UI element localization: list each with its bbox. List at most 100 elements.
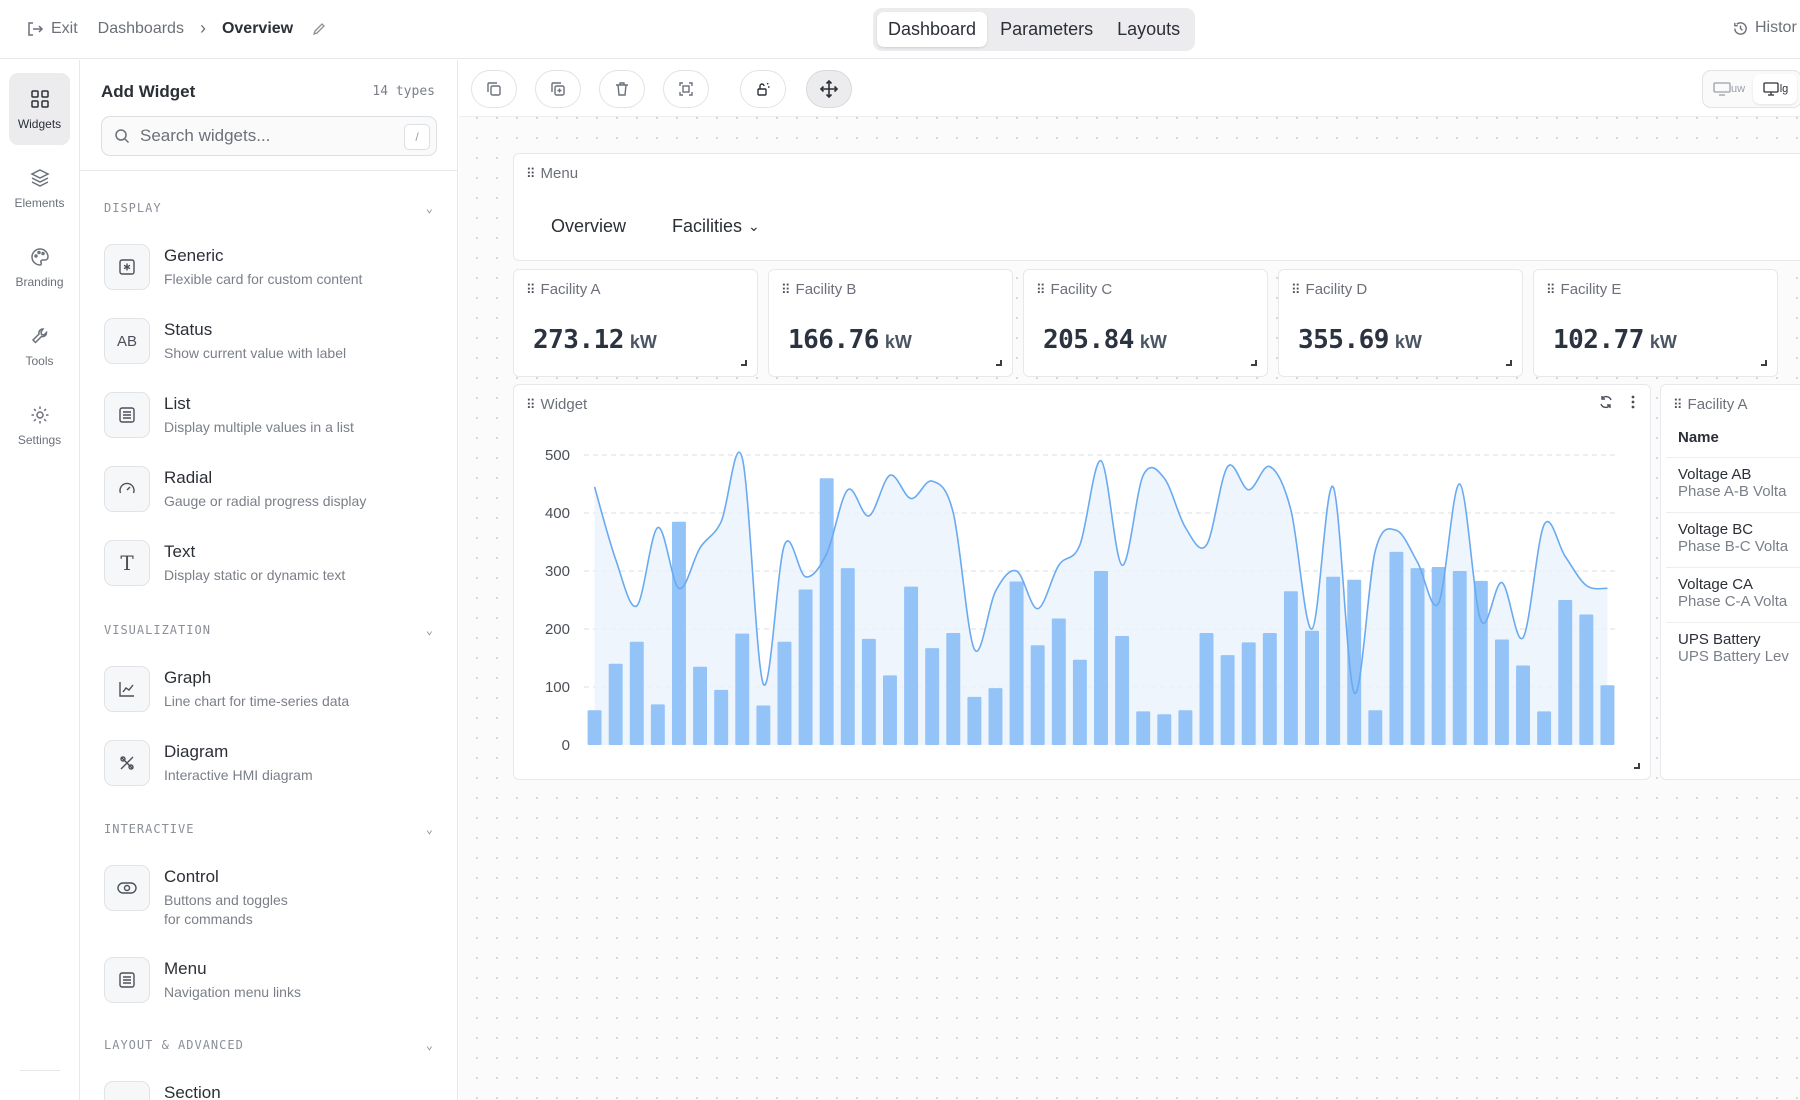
rail-item-elements[interactable]: Elements xyxy=(9,152,70,224)
widget-item-list[interactable]: List Display multiple values in a list xyxy=(104,392,434,438)
viewport-uw-button[interactable]: uw xyxy=(1707,74,1751,104)
rail-item-tools[interactable]: Tools xyxy=(9,310,70,382)
card-header: ⠿ Facility D xyxy=(1291,281,1367,298)
card-title: Menu xyxy=(540,165,579,182)
drag-handle-icon[interactable]: ⠿ xyxy=(526,166,535,181)
table-row[interactable]: UPS Battery UPS Battery Lev xyxy=(1666,622,1800,674)
section-label: LAYOUT & ADVANCED xyxy=(104,1038,244,1052)
chart-bar xyxy=(883,675,897,745)
resize-handle[interactable] xyxy=(1251,360,1257,366)
delete-button[interactable] xyxy=(599,70,645,108)
section-layout-advanced[interactable]: LAYOUT & ADVANCED ⌄ xyxy=(104,1038,434,1052)
kpi-card[interactable]: ⠿ Facility D 355.69 kW xyxy=(1278,269,1523,377)
drag-handle-icon[interactable]: ⠿ xyxy=(1673,397,1682,412)
table-row[interactable]: Voltage BC Phase B-C Volta xyxy=(1666,512,1800,564)
rail-item-branding[interactable]: Branding xyxy=(9,231,70,303)
row-name: Voltage BC xyxy=(1678,521,1754,538)
rail-item-widgets[interactable]: Widgets xyxy=(9,73,70,145)
menu-widget-card[interactable]: ⠿ Menu Overview Facilities ⌄ xyxy=(513,153,1800,261)
y-tick-label: 0 xyxy=(562,737,570,754)
table-row[interactable]: Voltage AB Phase A-B Volta xyxy=(1666,457,1800,509)
section-label: DISPLAY xyxy=(104,201,162,215)
widget-desc: Line chart for time-series data xyxy=(164,693,350,709)
card-title: Facility B xyxy=(795,281,857,298)
tab-layouts[interactable]: Layouts xyxy=(1117,19,1181,39)
refresh-icon[interactable] xyxy=(1598,394,1614,410)
kpi-card[interactable]: ⠿ Facility E 102.77 kW xyxy=(1533,269,1778,377)
exit-button[interactable]: Exit xyxy=(26,20,78,38)
kpi-number: 355.69 xyxy=(1298,325,1389,355)
tab-dashboard[interactable]: Dashboard xyxy=(877,12,988,47)
card-title: Facility A xyxy=(540,281,601,298)
widget-desc: Navigation menu links xyxy=(164,984,301,1000)
kpi-card[interactable]: ⠿ Facility C 205.84 kW xyxy=(1023,269,1268,377)
widget-item-menu[interactable]: Menu Navigation menu links xyxy=(104,957,434,1003)
chart-bar xyxy=(1072,659,1087,745)
chart-bar xyxy=(1283,591,1298,745)
select-button[interactable] xyxy=(663,70,709,108)
widget-desc: Gauge or radial progress display xyxy=(164,493,367,509)
chart-widget-card[interactable]: ⠿ Widget 0 100 200 300 400 500 xyxy=(513,384,1651,780)
resize-handle[interactable] xyxy=(1761,360,1767,366)
rail-item-settings[interactable]: Settings xyxy=(9,389,70,461)
viewport-toggle: uw lg xyxy=(1702,70,1800,108)
drag-handle-icon[interactable]: ⠿ xyxy=(1546,282,1555,297)
lock-button[interactable] xyxy=(740,70,786,108)
card-header: ⠿ Facility B xyxy=(781,281,856,298)
table-row[interactable]: Voltage CA Phase C-A Volta xyxy=(1666,567,1800,619)
kpi-unit: kW xyxy=(884,332,912,352)
widget-desc: Buttons and toggles xyxy=(164,892,288,908)
y-tick-label: 200 xyxy=(545,621,570,638)
section-visualization[interactable]: VISUALIZATION ⌄ xyxy=(104,623,434,637)
chart-bar xyxy=(671,521,686,745)
drag-handle-icon[interactable]: ⠿ xyxy=(526,397,535,412)
history-button[interactable]: Histor xyxy=(1732,19,1797,37)
resize-handle[interactable] xyxy=(996,360,1002,366)
viewport-lg-button[interactable]: lg xyxy=(1753,74,1797,104)
widget-desc: Flexible card for custom content xyxy=(164,271,363,287)
kpi-card[interactable]: ⠿ Facility A 273.12 kW xyxy=(513,269,758,377)
section-interactive[interactable]: INTERACTIVE ⌄ xyxy=(104,822,434,836)
move-button[interactable] xyxy=(806,70,852,108)
widget-item-radial[interactable]: Radial Gauge or radial progress display xyxy=(104,466,434,512)
widget-item-text[interactable]: T Text Display static or dynamic text xyxy=(104,540,434,586)
widget-search[interactable]: / xyxy=(101,116,437,156)
section-label: INTERACTIVE xyxy=(104,822,195,836)
chart-bar xyxy=(1178,710,1193,745)
chart-bar xyxy=(1600,685,1615,745)
line-chart-icon xyxy=(104,666,150,712)
table-widget-card[interactable]: ⠿ Facility A Name Voltage AB Phase A-B V… xyxy=(1660,384,1800,780)
widget-item-status[interactable]: AB Status Show current value with label xyxy=(104,318,434,364)
duplicate-icon xyxy=(551,82,565,96)
widget-item-control[interactable]: Control Buttons and toggles for commands xyxy=(104,865,434,929)
kpi-number: 205.84 xyxy=(1043,325,1134,355)
drag-handle-icon[interactable]: ⠿ xyxy=(781,282,790,297)
widget-item-section[interactable]: Section xyxy=(104,1081,434,1100)
row-name: UPS Battery xyxy=(1678,631,1761,648)
section-display[interactable]: DISPLAY ⌄ xyxy=(104,201,434,215)
menu-link-facilities[interactable]: Facilities ⌄ xyxy=(672,216,760,237)
chart-bar xyxy=(1558,600,1573,745)
widget-desc: Display multiple values in a list xyxy=(164,419,354,435)
more-vertical-icon[interactable] xyxy=(1630,394,1636,410)
breadcrumb-dashboards[interactable]: Dashboards xyxy=(97,19,184,37)
drag-handle-icon[interactable]: ⠿ xyxy=(1036,282,1045,297)
resize-handle[interactable] xyxy=(1506,360,1512,366)
menu-link-overview[interactable]: Overview xyxy=(551,216,627,236)
drag-handle-icon[interactable]: ⠿ xyxy=(526,282,535,297)
kpi-unit: kW xyxy=(1139,332,1167,352)
search-input[interactable] xyxy=(140,126,390,146)
chart-bar xyxy=(1410,568,1425,745)
kpi-card[interactable]: ⠿ Facility B 166.76 kW xyxy=(768,269,1013,377)
widget-item-generic[interactable]: Generic Flexible card for custom content xyxy=(104,244,434,290)
drag-handle-icon[interactable]: ⠿ xyxy=(1291,282,1300,297)
resize-handle[interactable] xyxy=(741,360,747,366)
widget-item-graph[interactable]: Graph Line chart for time-series data xyxy=(104,666,434,712)
dashboard-canvas[interactable]: uw lg ⠿ Menu Overview Facilities ⌄ ⠿ Faci… xyxy=(459,60,1800,1100)
resize-handle[interactable] xyxy=(1634,763,1640,769)
tab-parameters[interactable]: Parameters xyxy=(1000,19,1094,39)
copy-button[interactable] xyxy=(471,70,517,108)
duplicate-button[interactable] xyxy=(535,70,581,108)
widget-item-diagram[interactable]: Diagram Interactive HMI diagram xyxy=(104,740,434,786)
pencil-icon[interactable] xyxy=(311,21,327,37)
